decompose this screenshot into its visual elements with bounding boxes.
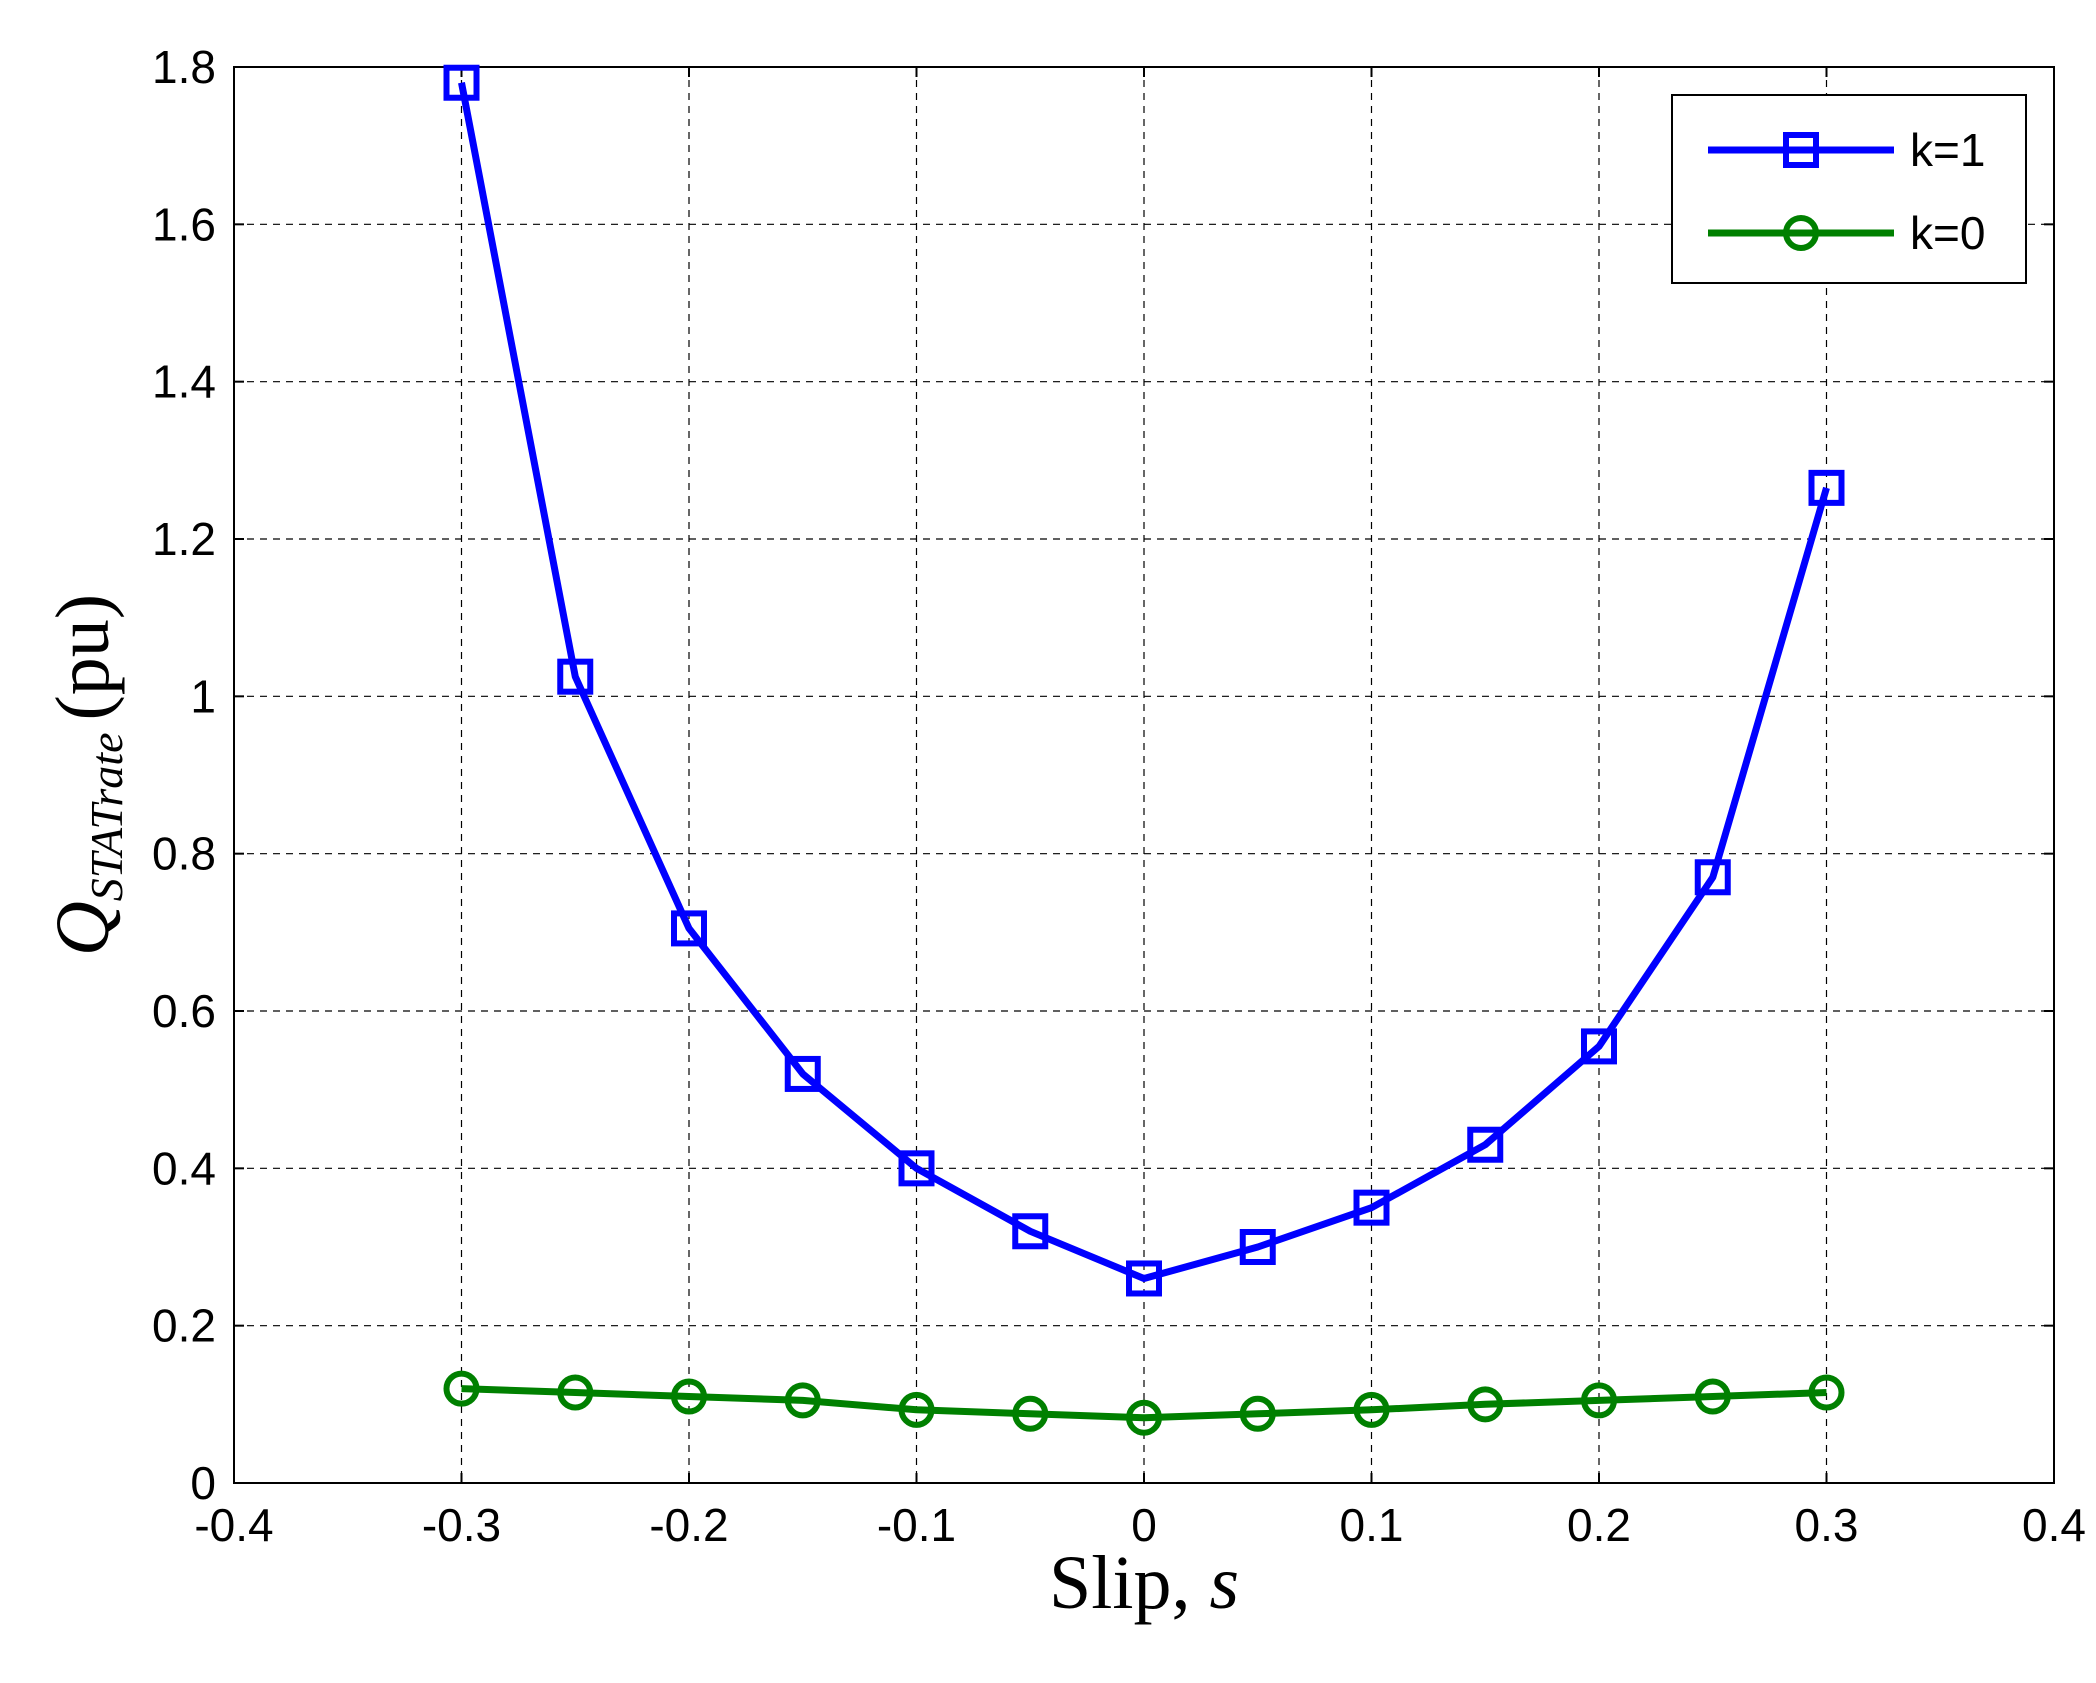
data-point (1581, 1028, 1617, 1065)
data-point (671, 1378, 707, 1415)
data-point (1467, 1386, 1504, 1423)
x-tick-label: -0.4 (194, 1499, 273, 1551)
data-point (898, 1150, 935, 1187)
y-tick-label: 1.2 (152, 513, 216, 565)
data-point (1808, 1374, 1845, 1411)
y-axis-label: QSTATrate (pu) (41, 594, 132, 956)
data-point (1581, 1382, 1617, 1419)
x-tick-label: 0 (1131, 1499, 1157, 1551)
x-tick-label: 0.4 (2022, 1499, 2086, 1551)
y-axis-ticks: 0 0.2 0.4 0.6 0.8 1 1.2 1.4 1.6 1.8 (152, 41, 2054, 1509)
y-axis-label-subscript: STATrate (81, 733, 132, 902)
data-point (671, 910, 707, 947)
x-axis-ticks: -0.4 -0.3 -0.2 -0.1 0 0.1 0.2 0.3 0.4 (194, 67, 2086, 1551)
data-point (443, 64, 480, 101)
x-tick-label: -0.2 (649, 1499, 728, 1551)
x-tick-label: 0.2 (1567, 1499, 1631, 1551)
data-point (557, 658, 594, 695)
data-point (784, 1382, 821, 1419)
series-layer (443, 64, 1845, 1436)
legend-entry: k=0 (1708, 207, 1985, 259)
y-tick-label: 0.4 (152, 1142, 216, 1194)
x-axis-label-text: Slip, (1049, 1541, 1210, 1625)
data-point (1467, 1126, 1504, 1163)
legend-label: k=0 (1910, 207, 1985, 259)
x-tick-label: -0.1 (877, 1499, 956, 1551)
grid (234, 67, 2054, 1483)
data-point (898, 1391, 935, 1428)
data-point (784, 1055, 821, 1092)
data-point (1808, 469, 1845, 506)
y-tick-label: 0 (190, 1457, 216, 1509)
y-tick-label: 1.8 (152, 41, 216, 93)
series-line (461, 1385, 1827, 1422)
data-point (1126, 1260, 1162, 1297)
legend-box (1671, 94, 2027, 284)
data-point (557, 1374, 594, 1411)
series-line (458, 82, 1830, 1282)
data-point (1012, 1395, 1049, 1432)
data-point (1012, 1213, 1049, 1250)
legend-label: k=1 (1910, 124, 1985, 176)
data-point (1694, 1378, 1731, 1415)
legend-marker (1783, 132, 1819, 168)
data-point (1239, 1395, 1276, 1432)
data-point (1353, 1391, 1390, 1428)
data-point (1353, 1189, 1390, 1226)
x-tick-label: -0.3 (422, 1499, 501, 1551)
legend-marker (1783, 215, 1819, 251)
data-point (1126, 1399, 1162, 1436)
legend-entry: k=1 (1708, 124, 1985, 176)
y-axis-label-unit: (pu) (41, 594, 125, 721)
x-tick-label: 0.3 (1795, 1499, 1859, 1551)
data-point (1239, 1229, 1276, 1265)
series-k=0 (443, 1370, 1845, 1436)
series-k=1 (443, 64, 1845, 1297)
y-tick-label: 1 (190, 670, 216, 722)
x-axis-label-variable: s (1209, 1541, 1239, 1625)
y-tick-label: 0.2 (152, 1300, 216, 1352)
y-tick-label: 0.8 (152, 828, 216, 880)
y-tick-label: 1.6 (152, 198, 216, 250)
data-point (443, 1370, 480, 1407)
legend: k=1 k=0 (1671, 94, 2027, 284)
y-tick-label: 1.4 (152, 356, 216, 408)
x-axis-label: Slip, s (1049, 1541, 1239, 1625)
x-tick-label: 0.1 (1340, 1499, 1404, 1551)
y-tick-label: 0.6 (152, 985, 216, 1037)
y-axis-label-symbol: Q (41, 901, 125, 956)
data-point (1694, 859, 1731, 896)
